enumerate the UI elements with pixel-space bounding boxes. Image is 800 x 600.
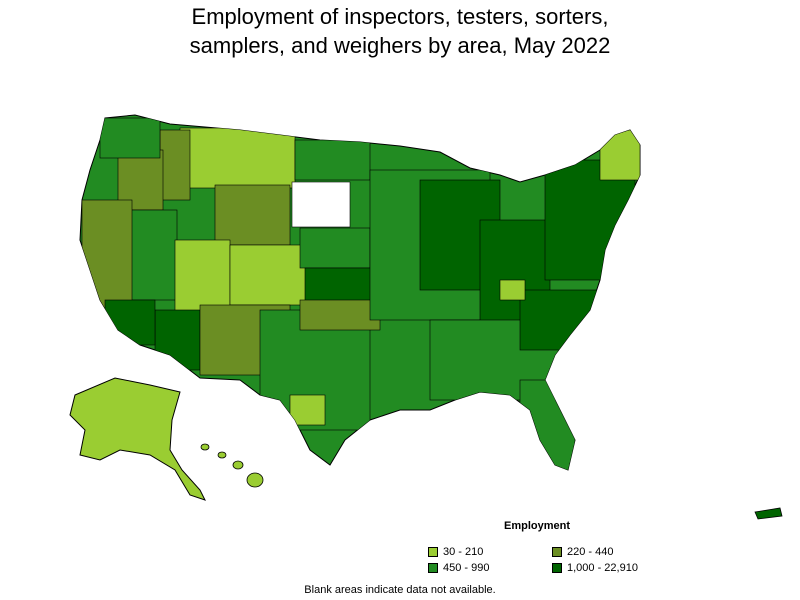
legend-swatch: [428, 563, 438, 573]
region-sd-blank: [291, 181, 351, 228]
region-montana: [179, 127, 296, 189]
region-nd: [294, 139, 371, 181]
puerto-rico: [754, 507, 783, 520]
map-title: Employment of inspectors, testers, sorte…: [0, 2, 800, 60]
legend-label: 30 - 210: [443, 546, 484, 558]
legend-label: 220 - 440: [567, 546, 614, 558]
region-florida: [519, 379, 576, 470]
hawaii: [200, 443, 264, 488]
legend-swatch: [428, 547, 438, 557]
region-washington: [99, 117, 161, 159]
region-maine: [599, 129, 640, 181]
legend-item-30-210: 30 - 210: [428, 546, 483, 558]
legend-swatch: [552, 547, 562, 557]
footnote: Blank areas indicate data not available.: [304, 584, 496, 596]
region-colorado: [229, 244, 311, 306]
legend-swatch: [552, 563, 562, 573]
legend-item-1000-22910: 1,000 - 22,910: [552, 562, 638, 574]
legend-item-220-440: 220 - 440: [552, 546, 613, 558]
region-kansas: [304, 267, 381, 307]
legend-item-450-990: 450 - 990: [428, 562, 489, 574]
title-line-1: Employment of inspectors, testers, sorte…: [191, 4, 609, 29]
region-nebraska: [299, 227, 371, 269]
legend-label: 1,000 - 22,910: [567, 562, 638, 574]
alaska: [69, 377, 206, 501]
region-wv-light: [499, 279, 526, 301]
region-wyoming: [214, 184, 291, 246]
title-line-2: samplers, and weighers by area, May 2022: [189, 33, 611, 58]
region-carolinas: [519, 289, 601, 351]
legend-label: 450 - 990: [443, 562, 490, 574]
contiguous-us: [79, 114, 641, 471]
region-west-tx-light: [289, 394, 326, 426]
region-utah: [174, 239, 231, 316]
legend: Employment 30 - 210 220 - 440 450 - 990 …: [428, 518, 688, 578]
legend-title: Employment: [504, 520, 571, 532]
region-idaho-north: [159, 129, 191, 201]
region-oklahoma: [299, 299, 381, 331]
